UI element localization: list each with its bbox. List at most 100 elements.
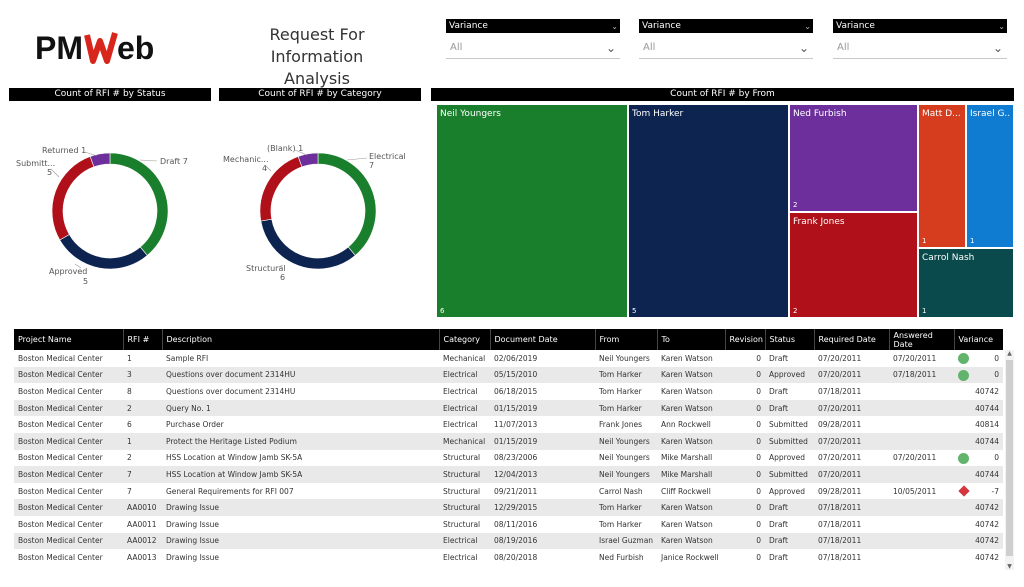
scroll-up-icon[interactable]: ▲ bbox=[1007, 350, 1012, 357]
table-cell: Neil Youngers bbox=[595, 466, 657, 483]
table-cell: Boston Medical Center bbox=[14, 432, 123, 450]
donut-slice-status-2[interactable] bbox=[51, 156, 95, 241]
table-cell: 01/15/2019 bbox=[490, 432, 595, 450]
treemap-tile-israel[interactable]: Israel G... 1 bbox=[966, 104, 1014, 248]
table-cell: 0 bbox=[725, 466, 765, 483]
table-cell: Drawing Issue bbox=[162, 499, 439, 516]
table-cell: AA0011 bbox=[127, 519, 157, 529]
table-cell: Karen Watson bbox=[661, 519, 713, 529]
column-header[interactable]: Description bbox=[162, 329, 440, 350]
donut-slice-status-0[interactable] bbox=[109, 152, 169, 256]
table-row[interactable]: Boston Medical Center AA0010 Drawing Issue… bbox=[14, 499, 1003, 516]
table-row[interactable]: Boston Medical Center 2 Query No. 1 Electri… bbox=[14, 399, 1003, 417]
tile-label: Ned Furbish bbox=[793, 109, 847, 119]
chevron-down-icon[interactable]: ⌄ bbox=[992, 41, 1003, 55]
table-cell: 7 bbox=[123, 466, 162, 483]
table-cell: Boston Medical Center bbox=[14, 499, 123, 516]
column-header[interactable]: Project Name bbox=[14, 329, 124, 350]
rfi-table[interactable]: Project Name RFI # Description Category Docu… bbox=[14, 329, 1003, 569]
table-cell: 07/18/2011 bbox=[814, 499, 889, 516]
treemap-tile-neil-youngers[interactable]: Neil Youngers 6 bbox=[436, 104, 628, 318]
chevron-down-icon[interactable]: ⌄ bbox=[998, 22, 1005, 31]
table-cell: 1 bbox=[127, 353, 132, 363]
table-row[interactable]: Boston Medical Center 7 HSS Location at Wi… bbox=[14, 466, 1003, 483]
slicer-label: Variance bbox=[449, 21, 488, 31]
variance-slicer-3[interactable]: Variance ⌄ All ⌄ bbox=[833, 19, 1007, 59]
variance-slicer-2[interactable]: Variance ⌄ All ⌄ bbox=[639, 19, 813, 59]
table-cell: 07/18/2011 bbox=[889, 366, 954, 384]
variance-slicer-1[interactable]: Variance ⌄ All ⌄ bbox=[446, 19, 620, 59]
scroll-thumb[interactable] bbox=[1006, 360, 1013, 556]
tile-count: 1 bbox=[922, 307, 927, 315]
variance-value: 40744 bbox=[975, 469, 999, 479]
table-row[interactable]: Boston Medical Center 2 HSS Location at Wi… bbox=[14, 450, 1003, 467]
chevron-down-icon[interactable]: ⌄ bbox=[611, 22, 618, 31]
column-header[interactable]: Required Date bbox=[814, 329, 890, 350]
table-cell: 2 bbox=[123, 399, 162, 417]
table-row[interactable]: Boston Medical Center 1 Sample RFI Mechanic… bbox=[14, 350, 1003, 367]
column-header[interactable]: Revision bbox=[725, 329, 766, 350]
donut-slice-category-1[interactable] bbox=[260, 218, 356, 270]
table-cell: Boston Medical Center bbox=[18, 420, 103, 430]
table-scrollbar[interactable]: ▲ ▼ bbox=[1005, 350, 1014, 570]
table-cell: Electrical bbox=[443, 420, 478, 430]
status-donut-chart[interactable]: Draft 7 Approved 5 Submitt... 5 Returned 1 bbox=[9, 110, 211, 290]
column-header[interactable]: Status bbox=[765, 329, 815, 350]
slicer-dropdown[interactable]: All ⌄ bbox=[833, 37, 1007, 59]
column-header[interactable]: RFI # bbox=[123, 329, 163, 350]
table-cell: 40742 bbox=[954, 549, 1003, 566]
table-cell: Tom Harker bbox=[599, 519, 642, 529]
slicer-dropdown[interactable]: All ⌄ bbox=[639, 37, 813, 59]
table-cell: 07/20/2011 bbox=[893, 353, 937, 363]
chevron-down-icon[interactable]: ⌄ bbox=[798, 41, 809, 55]
table-cell: 8 bbox=[127, 386, 132, 396]
category-donut-chart[interactable]: Electrical 7 Structural 6 Mechanic... 4 (Blank… bbox=[219, 110, 421, 290]
table-cell: Karen Watson bbox=[657, 399, 725, 417]
slicer-dropdown[interactable]: All ⌄ bbox=[446, 37, 620, 59]
variance-value: 40742 bbox=[975, 536, 999, 546]
chevron-down-icon[interactable]: ⌄ bbox=[804, 22, 811, 31]
scroll-down-icon[interactable]: ▼ bbox=[1007, 563, 1012, 570]
table-cell: 07/20/2011 bbox=[893, 453, 937, 463]
table-cell: Karen Watson bbox=[661, 353, 713, 363]
donut-label-category-1: Structural bbox=[246, 264, 286, 273]
donut-slice-status-3[interactable] bbox=[89, 152, 111, 168]
column-header[interactable]: Document Date bbox=[490, 329, 596, 350]
from-treemap-chart[interactable]: Neil Youngers 6 Tom Harker 5 Ned Furbish… bbox=[436, 104, 1014, 318]
table-cell: 0 bbox=[756, 486, 761, 496]
table-cell: Structural bbox=[443, 453, 481, 463]
table-cell: Boston Medical Center bbox=[14, 532, 123, 550]
column-header[interactable]: Answered Date bbox=[889, 329, 955, 350]
chevron-down-icon[interactable]: ⌄ bbox=[605, 41, 616, 55]
treemap-tile-tom-harker[interactable]: Tom Harker 5 bbox=[628, 104, 789, 318]
table-cell: Submitted bbox=[765, 466, 814, 483]
column-header[interactable]: Category bbox=[439, 329, 491, 350]
treemap-tile-carrol-nash[interactable]: Carrol Nash 1 bbox=[918, 248, 1014, 318]
table-cell: 0 bbox=[756, 453, 761, 463]
donut-slice-category-0[interactable] bbox=[317, 152, 377, 256]
table-row[interactable]: Boston Medical Center AA0011 Drawing Issue… bbox=[14, 516, 1003, 533]
donut-slice-status-1[interactable] bbox=[59, 234, 148, 270]
table-cell: Draft bbox=[769, 386, 788, 396]
table-cell: Cliff Rockwell bbox=[661, 486, 711, 496]
column-header[interactable]: To bbox=[657, 329, 726, 350]
table-row[interactable]: Boston Medical Center 8 Questions over doc… bbox=[14, 383, 1003, 400]
table-row[interactable]: Boston Medical Center 1 Protect the Herita… bbox=[14, 432, 1003, 450]
table-row[interactable]: Boston Medical Center 3 Questions over doc… bbox=[14, 366, 1003, 384]
table-row[interactable]: Boston Medical Center AA0012 Drawing Issue… bbox=[14, 532, 1003, 550]
column-header[interactable]: Variance bbox=[954, 329, 1003, 350]
donut-slice-category-3[interactable] bbox=[297, 152, 319, 168]
column-header[interactable]: From bbox=[595, 329, 658, 350]
treemap-tile-ned-furbish[interactable]: Ned Furbish 2 bbox=[789, 104, 918, 212]
table-row[interactable]: Boston Medical Center 6 Purchase Order Elec… bbox=[14, 416, 1003, 433]
treemap-tile-frank-jones[interactable]: Frank Jones 2 bbox=[789, 212, 918, 318]
green-circle-icon bbox=[958, 452, 969, 464]
table-row[interactable]: Boston Medical Center AA0013 Drawing Issue… bbox=[14, 549, 1003, 566]
table-cell: 2 bbox=[127, 453, 132, 463]
donut-leader-category-1 bbox=[275, 264, 284, 269]
table-cell bbox=[889, 399, 954, 417]
table-row[interactable]: Boston Medical Center 7 General Requiremen… bbox=[14, 483, 1003, 500]
donut-label-value-category-0: 7 bbox=[369, 161, 374, 170]
treemap-tile-matt[interactable]: Matt D... 1 bbox=[918, 104, 966, 248]
table-cell bbox=[889, 516, 954, 533]
